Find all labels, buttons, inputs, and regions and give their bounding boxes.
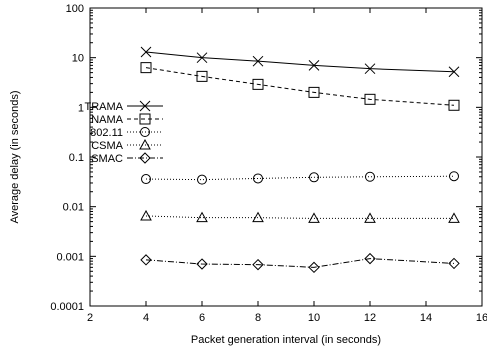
data-point-smac (364, 252, 376, 265)
series-trama (140, 46, 460, 78)
data-point-80211 (449, 171, 459, 182)
series-line-trama (145, 51, 455, 73)
legend-label-csma: CSMA (91, 140, 123, 152)
data-point-80211 (309, 172, 319, 183)
x-axis-ticks: 2 4 6 8 10 12 14 16 (87, 8, 487, 324)
data-point-80211 (141, 174, 151, 185)
data-point-trama-stroke (448, 66, 460, 78)
data-point-csma (252, 211, 264, 223)
legend-marker-csma (139, 138, 151, 150)
y-axis-ticks: 0.0001 0.001 0.01 0.1 1 10 100 (50, 3, 482, 313)
series-line-nama (145, 67, 455, 106)
data-point-csma (308, 212, 320, 223)
legend-marker-smac (139, 152, 151, 164)
series-smac (140, 252, 460, 274)
data-point-trama-stroke (364, 63, 376, 75)
x-axis-label: Packet generation interval (in seconds) (191, 334, 381, 346)
legend-label-nama: NAMA (91, 114, 123, 126)
y-tick-label: 0.001 (56, 251, 84, 263)
x-tick-label: 14 (420, 312, 432, 324)
legend-marker-nama (139, 113, 151, 125)
data-point-80211 (365, 171, 375, 182)
data-point-nama (252, 78, 264, 90)
series-nama (140, 62, 460, 111)
y-tick-label: 0.01 (63, 202, 84, 214)
y-tick-label: 0.0001 (50, 301, 84, 313)
data-point-trama (308, 60, 320, 71)
data-point-trama-stroke (308, 60, 320, 71)
y-axis-label: Average delay (in seconds) (9, 90, 21, 223)
data-point-trama (196, 52, 208, 64)
series-line-smac (145, 258, 455, 268)
data-point-csma (448, 212, 460, 223)
series-line-csma (145, 215, 454, 219)
legend-marker-trama (139, 100, 151, 112)
data-point-nama (308, 86, 320, 98)
y-tick-label: 100 (66, 3, 84, 15)
data-point-csma (196, 211, 208, 223)
y-tick-label: 10 (72, 53, 84, 65)
x-tick-label: 12 (364, 312, 376, 324)
x-tick-label: 2 (87, 312, 93, 324)
data-point-trama (364, 63, 376, 75)
data-point-csma (140, 209, 152, 221)
data-point-trama (448, 66, 460, 78)
x-tick-label: 4 (143, 312, 149, 324)
data-point-nama (448, 99, 460, 111)
data-point-trama-stroke (196, 52, 208, 64)
x-tick-label: 8 (255, 312, 261, 324)
data-point-nama (364, 93, 376, 105)
legend-label-80211: 802.11 (90, 127, 123, 139)
y-tick-label: 0.1 (69, 152, 84, 164)
series-line-80211 (145, 175, 455, 181)
x-tick-label: 6 (199, 312, 205, 324)
data-point-trama (140, 46, 152, 58)
series-80211 (141, 171, 459, 185)
data-point-smac (448, 257, 460, 270)
data-point-trama-stroke (252, 55, 264, 67)
data-point-trama-stroke (140, 46, 152, 58)
series-csma (140, 209, 460, 223)
legend-label-smac: SMAC (91, 153, 123, 165)
y-tick-label: 1 (78, 102, 84, 114)
legend-marker-80211 (140, 127, 150, 137)
x-tick-label: 16 (476, 312, 487, 324)
x-tick-label: 10 (308, 312, 320, 324)
data-point-80211 (197, 174, 207, 185)
data-point-nama (196, 70, 208, 82)
data-point-trama (252, 55, 264, 67)
series-layer (140, 46, 460, 274)
legend-marker-trama-stroke (139, 100, 151, 112)
data-point-smac (252, 258, 264, 271)
data-point-smac (140, 254, 152, 266)
data-point-nama (140, 62, 152, 74)
data-point-smac (196, 258, 208, 270)
legend-label-trama: TRAMA (85, 101, 124, 113)
data-point-csma (364, 212, 376, 223)
data-point-smac (308, 261, 320, 274)
data-point-80211 (253, 173, 263, 184)
